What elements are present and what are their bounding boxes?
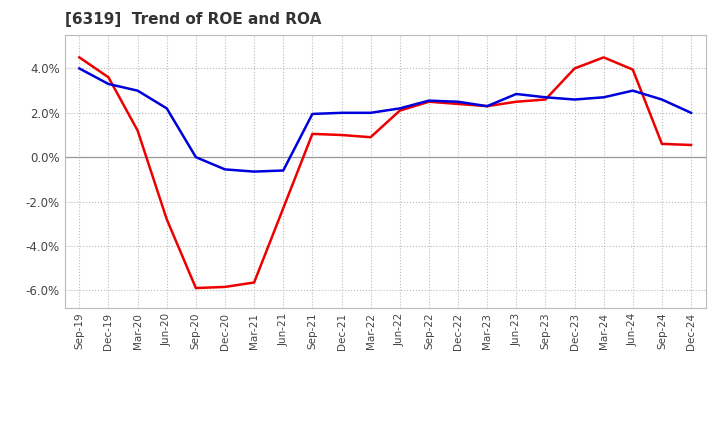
ROA (599, 95, 608, 100)
Line: ROA: ROA (79, 69, 691, 172)
ROE (75, 55, 84, 60)
ROA (629, 88, 637, 93)
ROA (483, 103, 492, 109)
ROE (629, 67, 637, 72)
ROA (337, 110, 346, 115)
ROE (337, 132, 346, 138)
ROA (570, 97, 579, 102)
ROE (250, 280, 258, 285)
ROE (163, 216, 171, 222)
ROE (308, 131, 317, 136)
ROA (279, 168, 287, 173)
ROE (220, 284, 229, 290)
ROE (454, 101, 462, 106)
ROA (425, 98, 433, 103)
ROA (454, 99, 462, 104)
ROA (192, 154, 200, 160)
ROE (657, 141, 666, 147)
ROA (657, 97, 666, 102)
ROE (541, 97, 550, 102)
ROE (483, 103, 492, 109)
ROE (425, 99, 433, 104)
Line: ROE: ROE (79, 57, 691, 288)
ROE (512, 99, 521, 104)
Text: [6319]  Trend of ROE and ROA: [6319] Trend of ROE and ROA (65, 12, 321, 27)
ROE (687, 143, 696, 148)
ROA (133, 88, 142, 93)
ROA (512, 92, 521, 97)
ROA (75, 66, 84, 71)
ROE (366, 135, 375, 140)
ROE (279, 205, 287, 211)
ROA (250, 169, 258, 174)
ROE (395, 108, 404, 113)
ROA (687, 110, 696, 115)
ROE (570, 66, 579, 71)
ROE (192, 286, 200, 291)
ROA (104, 81, 113, 87)
ROE (104, 75, 113, 80)
ROA (541, 95, 550, 100)
ROE (133, 128, 142, 133)
ROA (366, 110, 375, 115)
ROA (308, 111, 317, 117)
ROA (163, 106, 171, 111)
ROA (395, 106, 404, 111)
ROA (220, 167, 229, 172)
ROE (599, 55, 608, 60)
